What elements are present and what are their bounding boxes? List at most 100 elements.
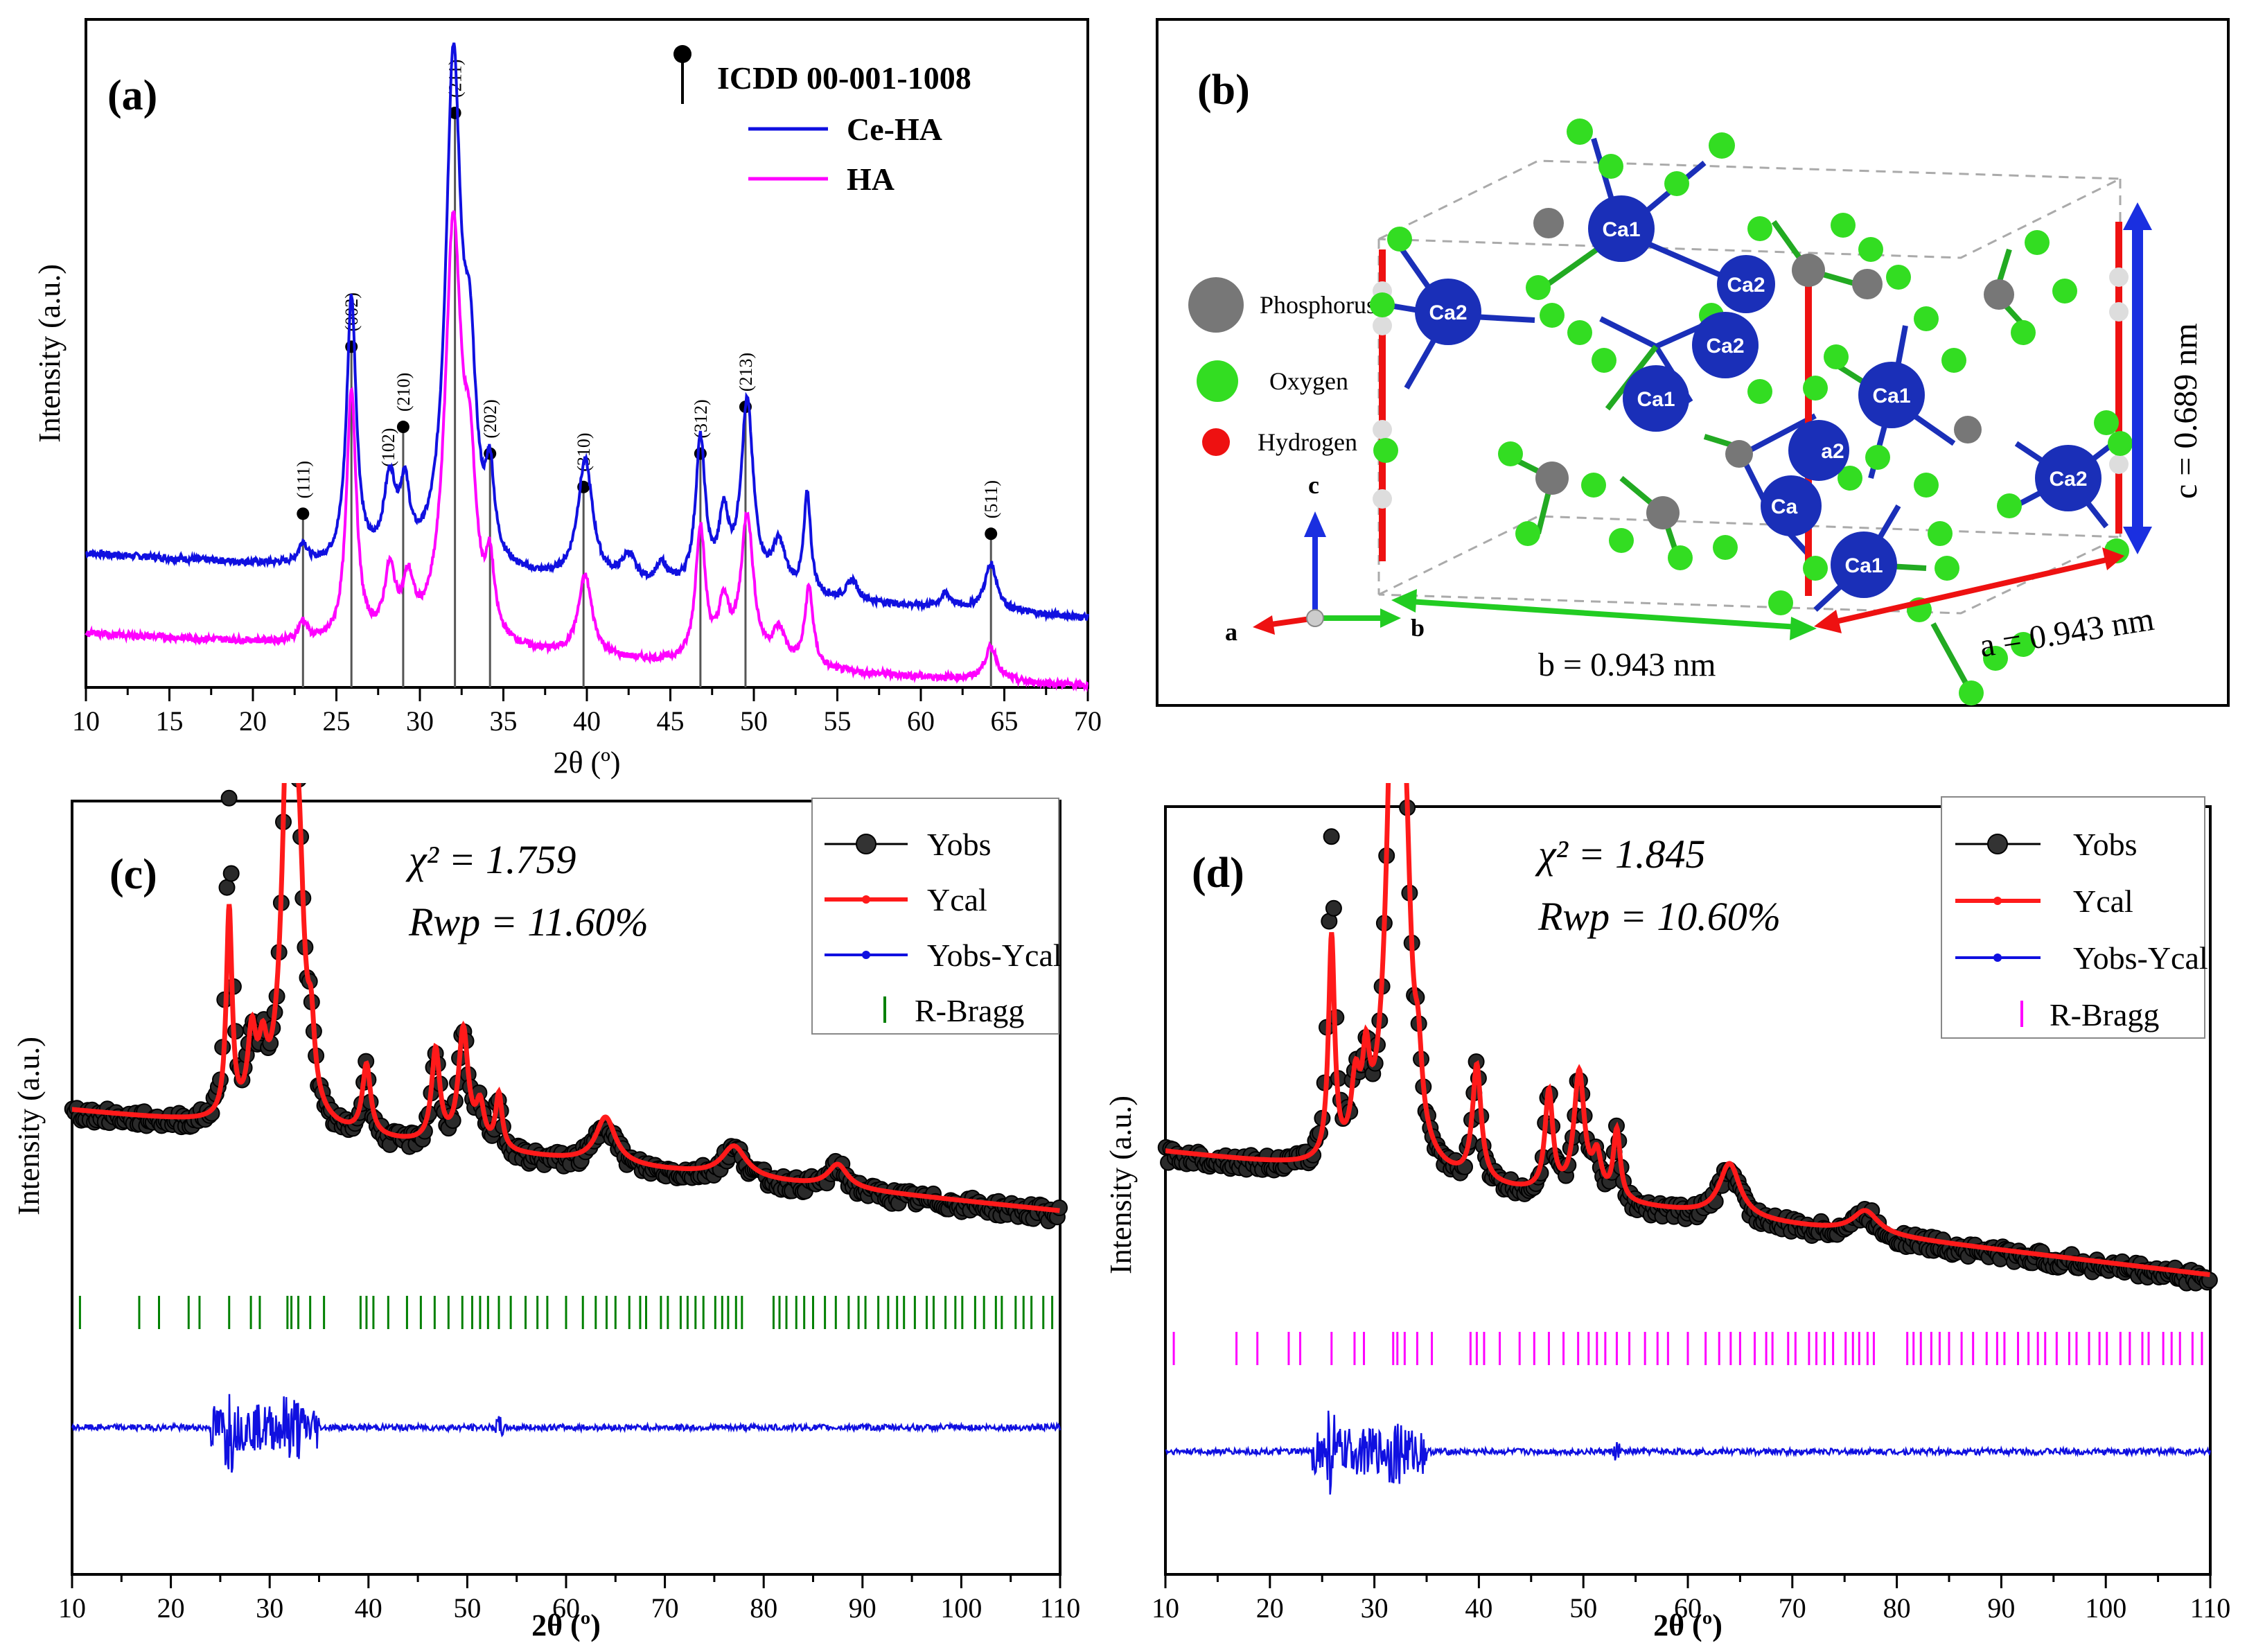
- oxygen-legend-label: Oxygen: [1269, 367, 1348, 395]
- legend-diff-marker: [1993, 954, 2002, 962]
- x-tick-label: 40: [1465, 1592, 1492, 1624]
- legend-yobs-marker: [856, 834, 876, 854]
- legend-ha-label: HA: [847, 161, 895, 197]
- x-tick-label: 10: [58, 1592, 86, 1624]
- panel-b-label: (b): [1197, 67, 1250, 114]
- svg-text:Ca2: Ca2: [1429, 301, 1467, 324]
- legend-yobs-label: Yobs: [2073, 827, 2138, 862]
- hkl-label: (213): [736, 353, 756, 392]
- legend-bragg-label: R-Bragg: [915, 993, 1024, 1028]
- ca1-atom-mid: [1623, 365, 1689, 432]
- svg-text:Ca2: Ca2: [2049, 468, 2087, 491]
- ca1-atom-top: [1588, 195, 1655, 262]
- svg-text:Ca1: Ca1: [1872, 385, 1910, 407]
- panel-a-x-axis: 10 15 20 25 30 35 40 45 50 55 60 65 70: [72, 687, 1102, 737]
- svg-text:Ca2: Ca2: [1727, 274, 1765, 297]
- panel-c: (c) χ² = 1.759 Rwp = 11.60% 10 20 30 40 50 60…: [12, 783, 1080, 1642]
- x-tick-label: 100: [2085, 1592, 2126, 1624]
- panel-c-ylabel: Intensity (a.u.): [12, 1037, 46, 1215]
- x-tick-label: 50: [1569, 1592, 1597, 1624]
- lattice-c-arrowhead-bottom: [2123, 527, 2152, 554]
- ycal-line: [72, 783, 1060, 1213]
- oxygen-legend-ball: [1197, 360, 1238, 402]
- svg-text:a2: a2: [1821, 440, 1844, 463]
- panel-c-legend: Yobs Ycal Yobs-Ycal R-Bragg: [811, 798, 1062, 1035]
- panel-c-rwp: Rwp = 11.60%: [408, 899, 649, 944]
- svg-text:Ca1: Ca1: [1844, 554, 1883, 577]
- ca2-atom-upper: [1717, 255, 1775, 313]
- panel-d-ylabel: Intensity (a.u.): [1109, 1096, 1138, 1274]
- panel-c-x-axis: 10 20 30 40 50 60 70 80 90 100 110: [58, 1574, 1080, 1624]
- ca2-atom-left: [1415, 279, 1481, 345]
- x-tick-label: 10: [1152, 1592, 1179, 1624]
- hkl-label: (210): [394, 373, 414, 412]
- x-tick-label: 40: [573, 705, 601, 737]
- x-tick-label: 70: [1779, 1592, 1806, 1624]
- x-tick-label: 45: [657, 705, 685, 737]
- x-tick-label: 50: [740, 705, 768, 737]
- x-tick-label: 40: [355, 1592, 382, 1624]
- panel-a-xlabel: 2θ (º): [553, 746, 620, 780]
- legend-ycal-label: Ycal: [927, 882, 987, 917]
- x-tick-label: 50: [453, 1592, 481, 1624]
- reference-marker: [694, 447, 707, 460]
- panel-d-legend: Yobs Ycal Yobs-Ycal R-Bragg: [1941, 796, 2208, 1039]
- oxygen-atoms: [1370, 118, 2133, 705]
- hydrogen-legend-label: Hydrogen: [1258, 428, 1357, 456]
- panel-b-frame: [1156, 18, 2230, 707]
- hkl-label: (511): [981, 480, 1001, 518]
- yobs-point: [1325, 899, 1342, 917]
- lattice-a-arrow: [1832, 557, 2107, 625]
- hkl-label: (102): [378, 428, 398, 467]
- x-tick-label: 70: [651, 1592, 679, 1624]
- lattice-b-arrowhead-end: [1790, 617, 1817, 640]
- lattice-a-arrowhead-start: [1814, 610, 1842, 633]
- panel-b: (b) Phosphorus Oxygen Hydrogen c b a: [1156, 18, 2230, 707]
- x-tick-label: 30: [1361, 1592, 1389, 1624]
- legend-yobs-marker: [1987, 834, 2008, 854]
- x-tick-label: 30: [256, 1592, 283, 1624]
- x-tick-label: 65: [991, 705, 1019, 737]
- legend-diff-marker: [862, 951, 870, 959]
- reference-marker: [297, 507, 310, 520]
- lattice-b-arrowhead-start: [1391, 589, 1417, 613]
- panel-c-xlabel: 2θ (º): [531, 1608, 601, 1642]
- legend-ycal-marker: [862, 895, 870, 904]
- legend-box: [811, 798, 1059, 1035]
- yobs-point: [218, 879, 236, 896]
- x-tick-label: 35: [490, 705, 518, 737]
- svg-text:Ca2: Ca2: [1706, 335, 1744, 358]
- x-tick-label: 20: [239, 705, 267, 737]
- panel-a-label: (a): [107, 72, 157, 119]
- yobs-point: [1323, 828, 1340, 845]
- series-ha-line: [85, 210, 1089, 692]
- x-tick-label: 25: [323, 705, 351, 737]
- reference-marker: [985, 527, 998, 541]
- a-axis-label: a: [1225, 618, 1237, 646]
- legend-box: [1941, 796, 2205, 1039]
- x-tick-label: 60: [907, 705, 935, 737]
- x-tick-label: 30: [406, 705, 434, 737]
- x-tick-label: 70: [1074, 705, 1102, 737]
- x-tick-label: 55: [824, 705, 852, 737]
- a-axis-arrowhead: [1253, 615, 1275, 635]
- panel-d-x-axis: 10 20 30 40 50 60 70 80 90 100 110: [1152, 1574, 2230, 1624]
- panel-a: (a) 10 15 20 25 30 35 40 45 50 55 60 65 70 2θ (º) In…: [33, 18, 1102, 780]
- calcium-atoms: [1415, 195, 2101, 598]
- ca1-atom-right: [1858, 362, 1925, 428]
- x-tick-label: 20: [1256, 1592, 1284, 1624]
- ca-atom-partial-ca: [1761, 475, 1822, 536]
- calcium-labels: Ca1 Ca2 Ca2 Ca2 Ca1 Ca1 a2 Ca Ca2 Ca1: [1429, 218, 2087, 577]
- x-tick-label: 110: [2190, 1592, 2231, 1624]
- svg-text:Ca1: Ca1: [1602, 218, 1640, 241]
- lattice-b-arrow: [1409, 599, 1799, 630]
- panel-a-legend: ICDD 00-001-1008 Ce-HA HA: [673, 45, 971, 197]
- legend-diff-label: Yobs-Ycal: [927, 938, 1062, 973]
- panel-d-xlabel: 2θ (º): [1653, 1608, 1722, 1642]
- x-tick-label: 80: [1883, 1592, 1911, 1624]
- axes-origin: [1306, 609, 1324, 627]
- legend-bragg-label: R-Bragg: [2050, 997, 2159, 1032]
- legend-yobs-label: Yobs: [927, 827, 992, 862]
- x-tick-label: 60: [552, 1592, 580, 1624]
- c-axis-arrowhead: [1304, 511, 1326, 537]
